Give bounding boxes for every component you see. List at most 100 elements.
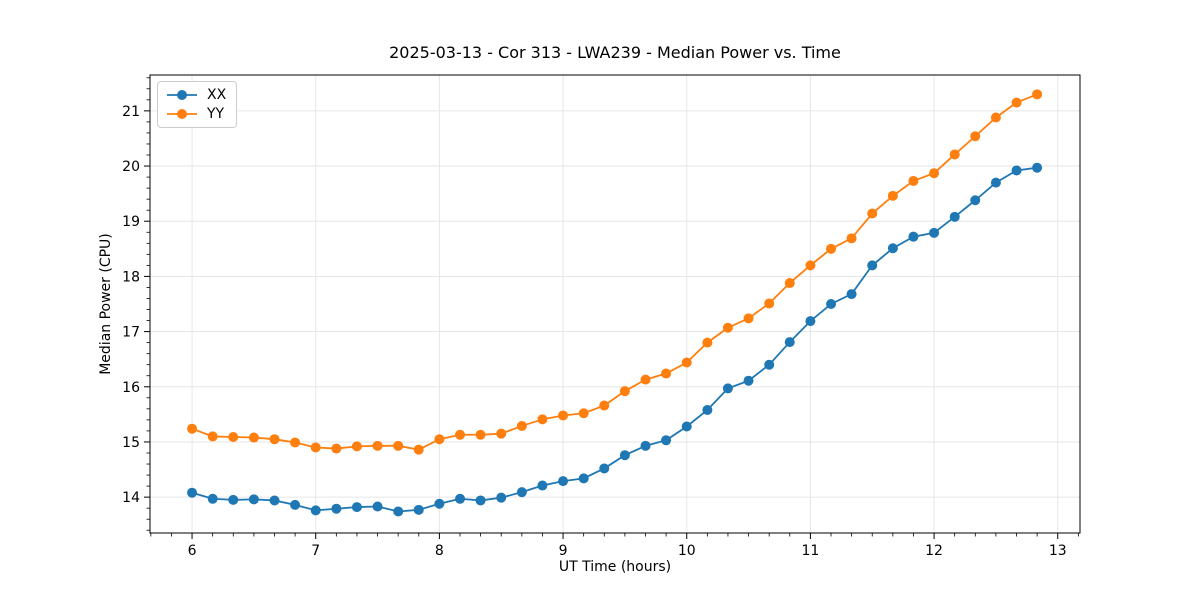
data-point-xx <box>372 501 383 512</box>
legend-item-yy: YY <box>165 106 226 122</box>
data-point-yy <box>372 440 383 451</box>
chart-title: 2025-03-13 - Cor 313 - LWA239 - Median P… <box>389 43 841 62</box>
data-point-yy <box>537 414 548 425</box>
data-point-yy <box>764 298 775 309</box>
data-point-xx <box>702 404 713 415</box>
x-tick-label: 8 <box>435 543 444 559</box>
data-point-yy <box>558 410 569 421</box>
data-point-yy <box>310 442 321 453</box>
data-point-yy <box>578 408 589 419</box>
data-point-xx <box>805 316 816 327</box>
data-point-xx <box>393 506 404 517</box>
data-point-xx <box>1032 162 1043 173</box>
data-point-yy <box>475 429 486 440</box>
data-point-xx <box>578 473 589 484</box>
data-point-xx <box>351 502 362 513</box>
data-point-yy <box>496 428 507 439</box>
data-point-yy <box>248 432 259 443</box>
y-tick-label: 16 <box>122 380 140 396</box>
y-axis-label: Median Power (CPU) <box>98 233 114 375</box>
data-point-xx <box>1011 165 1022 176</box>
data-point-yy <box>887 190 898 201</box>
data-point-yy <box>722 322 733 333</box>
data-point-yy <box>516 420 527 431</box>
data-point-xx <box>784 337 795 348</box>
data-point-yy <box>681 357 692 368</box>
data-point-yy <box>990 112 1001 123</box>
legend: XX YY <box>157 81 238 128</box>
data-point-yy <box>970 131 981 142</box>
data-point-yy <box>269 434 280 445</box>
data-point-yy <box>1011 97 1022 108</box>
x-tick-label: 10 <box>678 543 696 559</box>
data-point-xx <box>764 359 775 370</box>
y-tick-label: 20 <box>122 159 140 175</box>
data-point-yy <box>393 440 404 451</box>
data-point-yy <box>434 434 445 445</box>
data-point-yy <box>228 431 239 442</box>
data-point-yy <box>826 243 837 254</box>
data-point-xx <box>949 211 960 222</box>
series-line-yy <box>191 93 1038 451</box>
data-point-xx <box>248 494 259 505</box>
legend-item-xx: XX <box>165 87 226 103</box>
data-point-yy <box>949 149 960 160</box>
x-tick-label: 9 <box>559 543 568 559</box>
data-point-xx <box>413 504 424 515</box>
x-tick-label: 11 <box>801 543 819 559</box>
x-tick-label: 6 <box>188 543 197 559</box>
data-point-yy <box>661 368 672 379</box>
data-point-yy <box>929 168 940 179</box>
data-point-xx <box>558 476 569 487</box>
data-point-xx <box>990 177 1001 188</box>
data-point-xx <box>187 487 198 498</box>
x-axis-label: UT Time (hours) <box>558 559 672 575</box>
data-point-xx <box>331 503 342 514</box>
y-tick-label: 21 <box>122 104 140 120</box>
data-point-yy <box>743 313 754 324</box>
data-point-yy <box>1032 89 1043 100</box>
legend-swatch-xx <box>167 90 197 100</box>
legend-label-yy: YY <box>207 106 225 122</box>
data-point-xx <box>310 505 321 516</box>
data-point-yy <box>619 386 630 397</box>
x-tick-label: 12 <box>925 543 943 559</box>
series-line-xx <box>191 166 1038 513</box>
data-point-xx <box>455 493 466 504</box>
data-point-xx <box>743 375 754 386</box>
data-point-yy <box>290 437 301 448</box>
data-point-yy <box>846 233 857 244</box>
data-point-xx <box>887 243 898 254</box>
data-point-yy <box>702 337 713 348</box>
data-point-xx <box>867 260 878 271</box>
data-point-xx <box>516 487 527 498</box>
data-point-xx <box>640 440 651 451</box>
data-point-yy <box>351 441 362 452</box>
data-point-xx <box>269 495 280 506</box>
plot-border <box>149 74 1081 534</box>
data-point-yy <box>455 429 466 440</box>
y-tick-label: 18 <box>122 269 140 285</box>
legend-label-xx: XX <box>207 87 227 103</box>
data-point-xx <box>661 435 672 446</box>
data-point-xx <box>496 492 507 503</box>
data-point-xx <box>290 499 301 510</box>
data-point-xx <box>228 494 239 505</box>
data-point-yy <box>640 374 651 385</box>
data-point-yy <box>805 260 816 271</box>
data-point-xx <box>207 493 218 504</box>
data-point-xx <box>929 227 940 238</box>
data-point-xx <box>434 498 445 509</box>
y-tick-label: 14 <box>122 490 140 506</box>
data-point-xx <box>970 195 981 206</box>
data-point-yy <box>784 278 795 289</box>
data-point-xx <box>681 421 692 432</box>
data-point-xx <box>722 383 733 394</box>
legend-swatch-yy <box>167 109 197 119</box>
y-tick-label: 15 <box>122 435 140 451</box>
data-point-yy <box>867 208 878 219</box>
x-tick-label: 7 <box>311 543 320 559</box>
data-point-xx <box>908 231 919 242</box>
